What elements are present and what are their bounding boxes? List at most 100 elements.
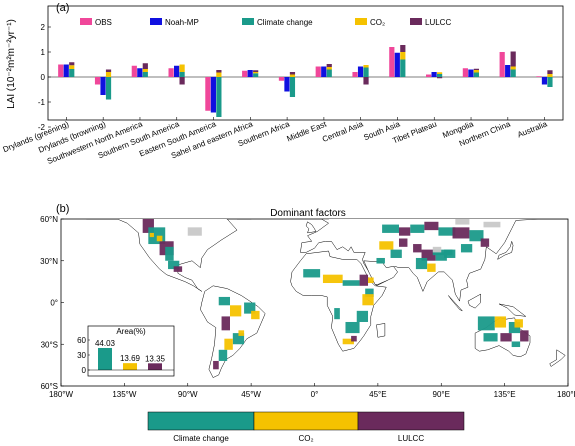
factor-patch <box>142 219 154 233</box>
inset-y-tick-label: 60 <box>77 336 86 345</box>
legend-swatch <box>242 18 254 25</box>
stacked-bar-lulcc <box>326 64 332 67</box>
factor-patch <box>218 296 230 306</box>
stacked-bar-co2 <box>326 67 332 70</box>
legend-swatch <box>355 18 367 25</box>
bar-noah-mp <box>100 77 106 95</box>
stacked-bar-lulcc <box>547 70 553 74</box>
factor-patch <box>342 338 354 345</box>
bar-noah-mp <box>505 65 511 77</box>
stacked-bar-lulcc <box>510 51 516 67</box>
bar-obs <box>315 66 321 77</box>
factor-patch <box>382 224 399 233</box>
factor-patch <box>438 227 456 236</box>
factor-patch <box>483 333 498 342</box>
factor-patch <box>435 252 447 261</box>
landmass-new-zealand <box>549 349 566 367</box>
stacked-bar-climate change <box>363 67 369 77</box>
legend-label: Noah-MP <box>165 18 199 27</box>
inset-bars: 0 30 60 44.03 13.69 13.35 <box>77 336 174 375</box>
stacked-bar-lulcc <box>142 63 148 69</box>
inset-bar <box>148 363 162 370</box>
factor-patch <box>365 288 374 297</box>
map-x-tick-label: 135°E <box>494 390 516 399</box>
y-axis: -2 -1 0 1 2 <box>38 23 51 132</box>
panel-b-label: (b) <box>56 203 69 215</box>
factor-patch <box>413 244 422 253</box>
factor-patch <box>342 280 360 286</box>
factor-patch <box>399 238 408 247</box>
map-content <box>85 219 568 378</box>
stacked-bar-co2 <box>400 52 406 60</box>
stacked-bar-climate change <box>216 77 222 117</box>
factor-patch <box>213 360 219 370</box>
stacked-bar-climate change <box>179 72 185 77</box>
inset-value-label: 44.03 <box>95 339 116 348</box>
legend: OBS Noah-MP Climate change CO₂ LULCC <box>80 18 451 27</box>
colorbar-segment <box>147 411 255 431</box>
x-tick-label: Australia <box>516 119 549 139</box>
stacked-bar-lulcc <box>363 77 369 85</box>
factor-patch <box>359 274 369 286</box>
factor-patch <box>218 349 228 361</box>
bar-obs <box>389 47 395 77</box>
bar-noah-mp <box>541 77 548 85</box>
bars <box>58 45 553 120</box>
bar-obs <box>462 68 468 77</box>
inset-y-tick-label: 0 <box>82 366 87 375</box>
factor-patch <box>480 238 490 247</box>
map-axes: 180°W 135°W 90°W 45°W 0° 45°E 90°E 135°E 180°E 60… <box>40 215 575 399</box>
factor-patch <box>368 277 374 284</box>
stacked-bar-climate change <box>400 59 406 77</box>
x-tick-label: Central Asia <box>321 119 365 144</box>
stacked-bar-lulcc <box>400 45 406 52</box>
stacked-bar-co2 <box>473 70 479 73</box>
stacked-bar-co2 <box>253 72 259 74</box>
y-tick-label: 0 <box>41 73 46 82</box>
bar-obs <box>536 76 542 77</box>
y-tick-label: 2 <box>41 23 46 32</box>
stacked-bar-climate change <box>326 69 332 77</box>
bar-noah-mp <box>137 68 143 77</box>
stacked-bar-co2 <box>179 64 185 72</box>
bar-noah-mp <box>431 72 437 77</box>
map-x-tick-label: 90°E <box>433 390 450 399</box>
landmass-japan <box>497 240 514 260</box>
factor-patch <box>421 249 436 261</box>
stacked-bar-co2 <box>547 74 553 77</box>
map-y-tick-label: 30°N <box>40 257 58 266</box>
landmass-indonesia-1 <box>448 295 463 312</box>
panel-a-frame <box>47 5 564 121</box>
factor-patch <box>224 338 233 350</box>
stacked-bar-co2 <box>510 66 516 70</box>
stacked-bar-co2 <box>363 65 369 68</box>
factor-patch <box>500 333 512 342</box>
stacked-bar-climate change <box>510 69 516 77</box>
y-axis-label: LAI (10⁻²m²m⁻²yr⁻¹) <box>6 19 17 109</box>
factor-patch <box>379 241 394 250</box>
bar-obs <box>94 77 101 85</box>
factor-patch <box>230 305 242 317</box>
factor-patch <box>168 260 180 270</box>
stacked-bar-lulcc <box>216 70 222 73</box>
bar-noah-mp <box>247 70 253 77</box>
map-y-tick-label: 30°S <box>41 340 58 349</box>
map-title: Dominant factors <box>270 208 346 219</box>
factor-patch <box>149 232 154 238</box>
bar-obs <box>426 74 432 77</box>
factor-patch <box>483 221 501 228</box>
landmass-indonesia-2 <box>467 293 481 309</box>
factor-patch <box>334 308 340 320</box>
legend-swatch <box>80 18 92 25</box>
factor-patch <box>452 227 470 239</box>
factor-patch <box>494 316 507 328</box>
factor-patch <box>432 246 442 253</box>
legend-label: LULCC <box>425 18 451 27</box>
bar-obs <box>131 65 137 77</box>
area-inset-chart: Area(%) 0 30 60 44.03 13.69 13.35 <box>77 325 175 377</box>
stacked-bar-lulcc <box>253 70 259 72</box>
bar-noah-mp <box>321 66 327 77</box>
stacked-bar-climate change <box>253 73 259 77</box>
factor-patch <box>424 221 439 231</box>
legend-label: CO₂ <box>370 18 385 27</box>
